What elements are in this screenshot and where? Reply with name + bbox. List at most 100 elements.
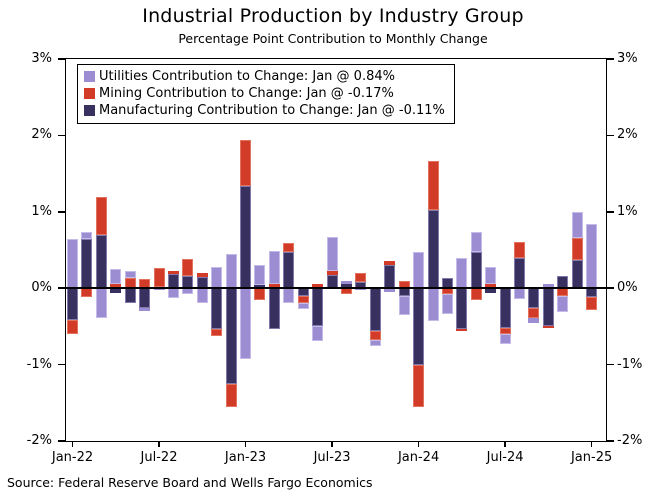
bar-segment-mining-Jul-22 xyxy=(153,268,165,287)
bar-segment-manufacturing-Dec-22 xyxy=(225,288,237,384)
y-tick-right xyxy=(606,440,614,442)
bar-segment-manufacturing-Dec-24 xyxy=(571,259,583,289)
y-tick-label-right: -2% xyxy=(617,433,643,448)
bar-segment-utilities-Oct-24 xyxy=(542,284,554,289)
y-tick-left xyxy=(58,363,66,366)
bar-segment-mining-May-23 xyxy=(297,295,309,303)
bar-segment-utilities-Apr-23 xyxy=(283,288,295,304)
legend-label-mining: Mining Contribution to Change: Jan @ -0.… xyxy=(99,86,394,101)
y-tick-label-right: 1% xyxy=(617,203,638,219)
y-tick-label-left: 3% xyxy=(31,51,52,66)
bar-segment-mining-Oct-23 xyxy=(369,330,381,341)
y-tick-label-left: 1% xyxy=(31,203,52,219)
bar-segment-utilities-Feb-23 xyxy=(254,264,266,286)
y-tick-label-right: 3% xyxy=(617,51,638,66)
x-tick-label: Jan-24 xyxy=(397,450,440,465)
bar-segment-manufacturing-Apr-23 xyxy=(283,251,295,289)
bar-segment-utilities-Dec-23 xyxy=(398,295,410,315)
bar-segment-utilities-Aug-23 xyxy=(340,280,352,284)
bar-segment-utilities-Nov-23 xyxy=(384,288,396,292)
bar-segment-mining-Jan-24 xyxy=(413,364,425,407)
y-tick-label-left: -1% xyxy=(26,356,52,372)
manufacturing-swatch-icon xyxy=(84,105,95,116)
bar-segment-mining-Dec-24 xyxy=(571,237,583,260)
bar-segment-utilities-Apr-24 xyxy=(456,258,468,289)
y-tick-right xyxy=(606,287,614,289)
bar-segment-manufacturing-Jan-23 xyxy=(240,185,252,289)
bar-segment-utilities-Mar-22 xyxy=(95,288,107,318)
bar-segment-mining-Nov-23 xyxy=(384,261,396,265)
bar-segment-mining-Sep-24 xyxy=(528,308,540,318)
legend-item-manufacturing: Manufacturing Contribution to Change: Ja… xyxy=(84,102,445,119)
bar-segment-mining-Mar-23 xyxy=(268,283,280,289)
x-tick xyxy=(71,441,74,447)
bar-segment-mining-Feb-23 xyxy=(254,288,266,300)
bar-segment-manufacturing-Mar-23 xyxy=(268,288,280,330)
bar-segment-utilities-May-24 xyxy=(470,231,482,252)
bar-segment-manufacturing-Mar-22 xyxy=(95,235,107,289)
bar-segment-mining-Oct-24 xyxy=(542,325,554,328)
x-tick-label: Jan-25 xyxy=(570,450,613,465)
chart-title: Industrial Production by Industry Group xyxy=(142,5,524,27)
bar-segment-utilities-Sep-24 xyxy=(528,317,540,323)
bar-segment-mining-Jul-23 xyxy=(326,271,338,276)
x-tick-label: Jul-23 xyxy=(313,450,351,465)
y-tick-left xyxy=(58,58,66,60)
bar-segment-mining-Jan-25 xyxy=(586,296,598,310)
bar-segment-manufacturing-Sep-24 xyxy=(528,288,540,309)
x-tick-label: Jul-22 xyxy=(140,450,178,465)
bar-segment-manufacturing-Nov-23 xyxy=(384,264,396,289)
legend-label-manufacturing: Manufacturing Contribution to Change: Ja… xyxy=(99,103,445,118)
source-note: Source: Federal Reserve Board and Wells … xyxy=(7,475,373,490)
bar-segment-mining-Apr-23 xyxy=(283,243,295,252)
bar-segment-mining-Apr-22 xyxy=(110,283,122,289)
bar-segment-utilities-Jan-24 xyxy=(413,252,425,289)
bar-segment-utilities-Aug-22 xyxy=(167,288,179,299)
bar-segment-utilities-Nov-22 xyxy=(211,266,223,289)
bar-segment-manufacturing-Jun-22 xyxy=(139,288,151,309)
bar-segment-mining-Nov-22 xyxy=(211,329,223,337)
zero-line xyxy=(66,287,606,290)
bar-segment-mining-Jul-24 xyxy=(499,327,511,335)
bar-segment-utilities-Jul-23 xyxy=(326,237,338,272)
x-tick xyxy=(331,441,333,447)
y-tick-label-right: 0% xyxy=(617,280,638,296)
bar-segment-mining-Feb-24 xyxy=(427,161,439,211)
bar-segment-utilities-Feb-24 xyxy=(427,288,439,322)
plot-area: Utilities Contribution to Change: Jan @ … xyxy=(27,52,643,465)
bar-segment-manufacturing-Jan-22 xyxy=(67,288,78,321)
bar-segment-utilities-Jul-24 xyxy=(499,334,511,344)
bar-segment-utilities-Jun-22 xyxy=(139,308,151,312)
bar-segment-mining-May-24 xyxy=(470,288,482,301)
bar-segment-manufacturing-Apr-24 xyxy=(456,288,468,330)
x-tick-label: Jan-23 xyxy=(224,450,267,465)
bar-segment-utilities-Nov-24 xyxy=(557,295,569,312)
bar-segment-manufacturing-Feb-22 xyxy=(81,239,93,289)
bar-segment-utilities-Aug-24 xyxy=(514,288,526,299)
bar-segment-utilities-Apr-22 xyxy=(110,269,122,284)
bar-segment-utilities-Dec-24 xyxy=(571,211,583,238)
bar-segment-manufacturing-Jan-24 xyxy=(413,288,425,365)
bar-segment-utilities-Mar-24 xyxy=(441,293,453,315)
legend-item-utilities: Utilities Contribution to Change: Jan @ … xyxy=(84,68,445,85)
utilities-swatch-icon xyxy=(84,71,95,82)
bar-segment-manufacturing-Oct-24 xyxy=(542,288,554,326)
mining-swatch-icon xyxy=(84,88,95,99)
y-tick-left xyxy=(58,211,66,213)
bar-segment-manufacturing-Aug-23 xyxy=(340,283,352,289)
bar-segment-utilities-Jan-25 xyxy=(586,224,598,289)
y-tick-label-left: -2% xyxy=(26,433,52,448)
bar-segment-mining-Feb-22 xyxy=(81,288,93,297)
bar-segment-mining-Jan-22 xyxy=(67,320,78,335)
x-tick xyxy=(504,441,506,447)
y-tick-label-left: 2% xyxy=(31,127,52,143)
y-tick-label-right: -1% xyxy=(617,356,643,372)
chart-subtitle: Percentage Point Contribution to Monthly… xyxy=(178,31,488,46)
bar-segment-manufacturing-Oct-23 xyxy=(369,288,381,331)
x-tick xyxy=(590,441,593,447)
x-tick xyxy=(158,441,160,447)
bar-segment-mining-Aug-24 xyxy=(514,241,526,258)
bar-segment-mining-Jun-24 xyxy=(485,283,497,289)
bar-segment-mining-Jan-23 xyxy=(240,139,252,186)
y-tick-right xyxy=(606,211,614,213)
